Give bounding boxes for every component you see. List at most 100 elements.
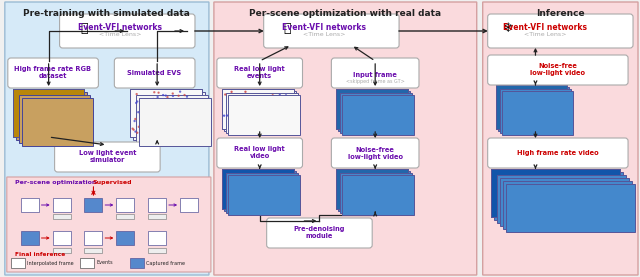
Point <box>162 99 172 104</box>
FancyBboxPatch shape <box>84 198 102 212</box>
FancyBboxPatch shape <box>54 142 160 172</box>
Point <box>191 127 201 132</box>
Point <box>180 122 191 126</box>
Text: High frame rate RGB
dataset: High frame rate RGB dataset <box>14 66 91 79</box>
Point <box>189 128 199 132</box>
Point <box>254 114 264 119</box>
Point <box>140 111 150 116</box>
Point <box>274 112 284 117</box>
Text: <skipped frame as GT>: <skipped frame as GT> <box>346 78 404 83</box>
Point <box>271 103 281 108</box>
Point <box>183 111 193 115</box>
Text: 🧸: 🧸 <box>548 183 562 203</box>
FancyBboxPatch shape <box>491 169 620 217</box>
FancyBboxPatch shape <box>342 95 414 135</box>
FancyBboxPatch shape <box>339 171 410 211</box>
FancyBboxPatch shape <box>339 91 410 131</box>
Point <box>161 93 171 98</box>
Point <box>168 91 178 96</box>
FancyBboxPatch shape <box>337 89 408 129</box>
FancyBboxPatch shape <box>488 138 628 168</box>
Point <box>129 119 140 123</box>
Point <box>256 104 266 108</box>
FancyBboxPatch shape <box>500 89 572 133</box>
Point <box>268 93 278 98</box>
FancyBboxPatch shape <box>131 89 202 137</box>
FancyBboxPatch shape <box>5 2 209 275</box>
Point <box>222 113 232 118</box>
Point <box>191 97 202 102</box>
FancyBboxPatch shape <box>52 214 70 219</box>
FancyBboxPatch shape <box>483 2 638 275</box>
Point <box>261 106 271 111</box>
Point <box>132 92 142 96</box>
Point <box>225 106 236 111</box>
FancyBboxPatch shape <box>226 173 298 213</box>
Point <box>173 94 184 98</box>
Text: Interpolated frame: Interpolated frame <box>27 260 74 265</box>
FancyBboxPatch shape <box>222 89 294 129</box>
Text: <Time Lens>: <Time Lens> <box>99 32 141 37</box>
Point <box>248 124 259 128</box>
Text: Event-VFI networks: Event-VFI networks <box>282 22 367 32</box>
Text: Real low light
video: Real low light video <box>234 147 285 160</box>
Point <box>274 94 284 99</box>
FancyBboxPatch shape <box>16 92 88 140</box>
Text: Pre-training with simulated data: Pre-training with simulated data <box>23 9 190 18</box>
Point <box>140 102 150 106</box>
FancyBboxPatch shape <box>52 248 70 253</box>
Point <box>164 132 174 137</box>
FancyBboxPatch shape <box>180 198 198 212</box>
Point <box>167 123 177 127</box>
Point <box>137 106 147 111</box>
FancyBboxPatch shape <box>506 184 635 232</box>
Point <box>229 119 239 124</box>
FancyBboxPatch shape <box>228 175 300 215</box>
Point <box>127 126 138 131</box>
FancyBboxPatch shape <box>148 198 166 212</box>
FancyBboxPatch shape <box>224 91 296 131</box>
Point <box>230 113 241 117</box>
Point <box>182 111 192 115</box>
Point <box>230 104 240 109</box>
Point <box>158 93 168 97</box>
Point <box>180 123 190 127</box>
Text: Events: Events <box>97 260 113 265</box>
Point <box>239 104 249 108</box>
FancyBboxPatch shape <box>52 198 70 212</box>
FancyBboxPatch shape <box>116 198 134 212</box>
FancyBboxPatch shape <box>11 258 25 268</box>
Point <box>138 119 148 123</box>
Point <box>152 111 162 115</box>
Point <box>168 130 178 134</box>
FancyBboxPatch shape <box>488 55 628 85</box>
Point <box>135 101 145 105</box>
Point <box>263 105 273 109</box>
Text: Event-VFI networks: Event-VFI networks <box>504 22 588 32</box>
Point <box>175 112 186 116</box>
Text: 🔥: 🔥 <box>81 22 88 35</box>
Point <box>131 129 141 134</box>
Point <box>280 122 291 127</box>
Text: 🧸: 🧸 <box>526 98 537 116</box>
FancyBboxPatch shape <box>115 58 195 88</box>
Point <box>152 95 163 99</box>
Point <box>219 114 229 118</box>
Point <box>191 105 202 110</box>
FancyBboxPatch shape <box>84 231 102 245</box>
Point <box>186 105 196 109</box>
Point <box>139 126 149 130</box>
FancyBboxPatch shape <box>502 91 573 135</box>
Text: Noise-free
low-light video: Noise-free low-light video <box>348 147 403 160</box>
Point <box>145 123 155 127</box>
Text: Final inference: Final inference <box>15 253 65 258</box>
FancyBboxPatch shape <box>264 14 399 48</box>
Point <box>156 132 166 136</box>
Point <box>152 122 162 127</box>
Point <box>147 128 157 132</box>
Text: Inference: Inference <box>536 9 585 18</box>
Point <box>193 105 203 109</box>
FancyBboxPatch shape <box>495 85 567 129</box>
Point <box>148 97 159 101</box>
FancyBboxPatch shape <box>337 89 408 129</box>
